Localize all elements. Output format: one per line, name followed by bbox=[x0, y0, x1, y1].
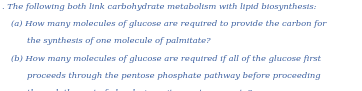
Text: through the rest of glycolysis on its way to pyruvate?: through the rest of glycolysis on its wa… bbox=[27, 89, 252, 91]
Text: . The following both link carbohydrate metabolism with lipid biosynthesis:: . The following both link carbohydrate m… bbox=[2, 3, 316, 11]
Text: the synthesis of one molecule of palmitate?: the synthesis of one molecule of palmita… bbox=[27, 37, 211, 45]
Text: proceeds through the pentose phosphate pathway before proceeding: proceeds through the pentose phosphate p… bbox=[27, 72, 321, 80]
Text: (b) How many molecules of glucose are required if all of the glucose first: (b) How many molecules of glucose are re… bbox=[11, 55, 321, 63]
Text: (a) How many molecules of glucose are required to provide the carbon for: (a) How many molecules of glucose are re… bbox=[11, 20, 326, 28]
